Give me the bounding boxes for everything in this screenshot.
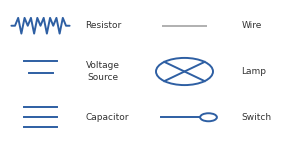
- Text: Capacitor: Capacitor: [85, 113, 129, 122]
- Circle shape: [200, 113, 217, 121]
- Text: Voltage
Source: Voltage Source: [85, 61, 119, 82]
- Text: Wire: Wire: [242, 21, 262, 30]
- Text: Switch: Switch: [242, 113, 272, 122]
- Text: Lamp: Lamp: [242, 67, 266, 76]
- Text: Resistor: Resistor: [85, 21, 122, 30]
